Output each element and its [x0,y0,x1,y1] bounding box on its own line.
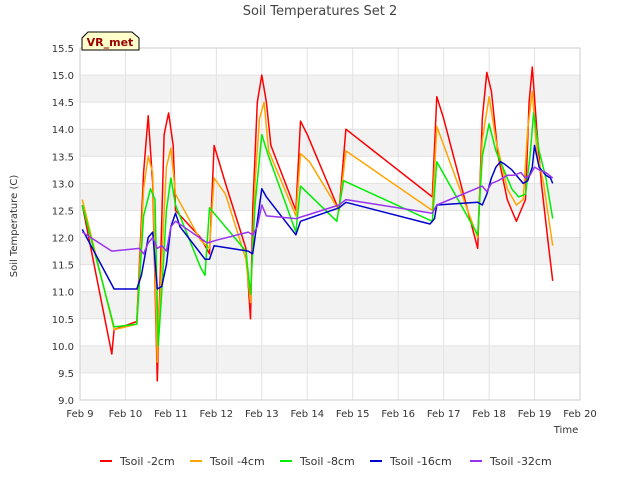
y-tick-label: 13.0 [52,179,74,190]
y-tick-label: 9.5 [58,369,74,380]
legend-label-tsoil-4cm: Tsoil -4cm [209,455,265,468]
chart-title: Soil Temperatures Set 2 [243,4,398,19]
y-tick-label: 12.5 [52,206,74,217]
y-tick-label: 10.0 [52,342,74,353]
x-tick-label: Feb 14 [290,409,324,420]
legend-label-tsoil-2cm: Tsoil -2cm [119,455,175,468]
grid-band [80,291,580,319]
y-tick-label: 10.5 [52,315,74,326]
grid-band [80,75,580,103]
grid-lines [79,47,581,401]
x-tick-label: Feb 11 [154,409,188,420]
series-line-tsoil-16cm [81,144,554,290]
annotation-label: VR_met [87,36,134,49]
x-tick-label: Feb 17 [427,409,461,420]
y-tick-label: 15.0 [52,71,74,82]
x-tick-label: Feb 18 [472,409,506,420]
series-line-tsoil-32cm [81,166,554,255]
x-tick-label: Feb 20 [563,409,597,420]
y-tick-labels: 9.0 9.5 10.0 10.5 11.0 11.5 12.0 12.5 13.0 13.5 14… [52,44,74,407]
x-tick-label: Feb 10 [109,409,143,420]
series-line-tsoil-4cm [81,90,554,363]
y-tick-label: 12.0 [52,234,74,245]
annotation-box [81,31,140,51]
x-tick-label: Feb 19 [518,409,552,420]
grid-band [80,102,580,130]
x-axis-label: Time [553,425,578,436]
grid-band [80,48,580,76]
vr-met-annotation: VR_met [81,31,140,51]
x-tick-label: Feb 12 [200,409,234,420]
y-tick-label: 14.0 [52,125,74,136]
plot-frame [79,47,581,401]
legend: Tsoil -2cm Tsoil -4cm Tsoil -8cm Tsoil -16c… [100,455,552,468]
y-axis-label: Soil Temperature (C) [9,175,20,278]
y-tick-label: 15.5 [52,44,74,55]
grid-band [80,129,580,157]
legend-label-tsoil-8cm: Tsoil -8cm [299,455,355,468]
series-lines [81,66,554,382]
y-tick-label: 11.0 [52,288,74,299]
grid-band [80,372,580,400]
x-tick-label: Feb 9 [66,409,93,420]
y-tick-label: 11.5 [52,261,74,272]
x-tick-label: Feb 15 [336,409,370,420]
x-tick-label: Feb 16 [381,409,415,420]
x-tick-label: Feb 13 [245,409,279,420]
y-tick-label: 14.5 [52,98,74,109]
y-tick-label: 13.5 [52,152,74,163]
y-tick-label: 9.0 [58,396,74,407]
grid-band [80,345,580,373]
legend-label-tsoil-16cm: Tsoil -16cm [389,455,452,468]
series-line-tsoil-8cm [81,112,554,347]
x-tick-labels: Feb 9 Feb 10 Feb 11 Feb 12 Feb 13 Feb 14 Feb 1… [66,409,596,420]
legend-label-tsoil-32cm: Tsoil -32cm [489,455,552,468]
grid-band [80,318,580,346]
